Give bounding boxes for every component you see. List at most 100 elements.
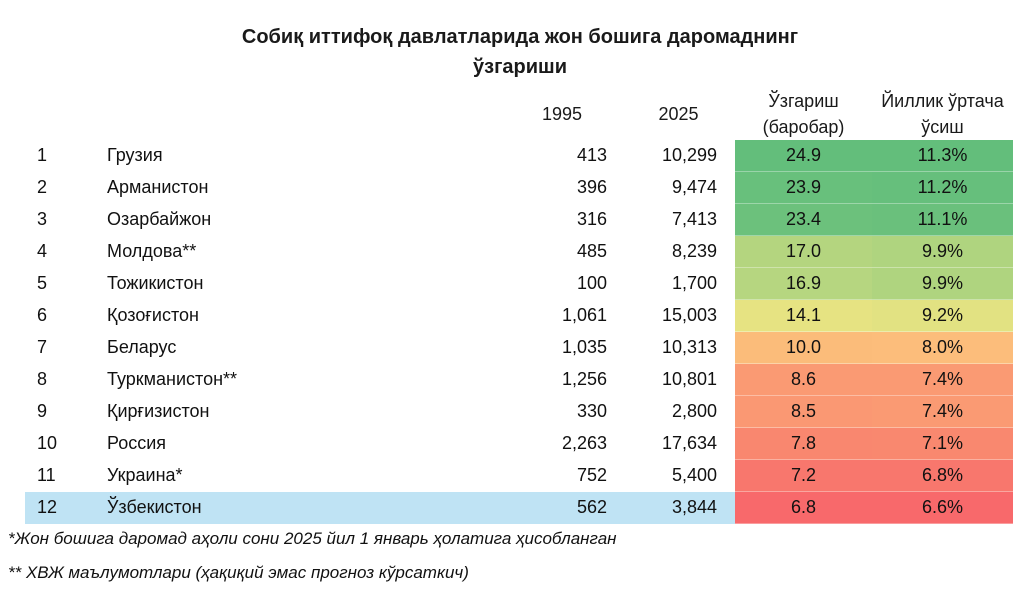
cell-1995: 752 — [576, 465, 607, 485]
header-2025: 2025 — [658, 104, 699, 124]
cell-country: Қозоғистон — [107, 305, 199, 325]
cell-2025: 8,239 — [671, 241, 717, 261]
header-1995: 1995 — [541, 104, 583, 124]
table-row: 1 Грузия 413 10,299 24.9 11.3% — [25, 140, 1013, 172]
cell-country: Грузия — [107, 145, 163, 166]
footnote-imf: ** ХВЖ маълумотлари (ҳақиқий эмас прогно… — [8, 563, 469, 582]
table-row: 8 Туркманистон** 1,256 10,801 8.6 7.4% — [25, 363, 1013, 396]
cell-change: 17.0 — [735, 235, 872, 268]
cell-rank: 4 — [37, 241, 48, 261]
table-body: 1 Грузия 413 10,299 24.9 11.3% 2 Арманистон 396 9… — [25, 140, 1013, 524]
cell-rank: 5 — [37, 273, 48, 293]
header-growth-line-2: ўсиш — [921, 117, 964, 137]
cell-1995: 316 — [576, 209, 607, 229]
cell-2025: 17,634 — [661, 433, 717, 453]
cell-change: 23.9 — [735, 171, 872, 204]
cell-growth: 7.4% — [872, 363, 1013, 396]
cell-1995: 1,256 — [561, 369, 607, 389]
cell-rank: 7 — [37, 337, 48, 357]
header-change-line-1: Ўзгариш — [768, 91, 839, 111]
cell-growth: 6.8% — [872, 459, 1013, 492]
header-country — [107, 88, 502, 140]
cell-2025: 3,844 — [622, 491, 735, 524]
cell-growth: 11.3% — [872, 140, 1013, 172]
cell-rank: 10 — [37, 433, 58, 453]
cell-change: 10.0 — [735, 331, 872, 364]
footnote-population: *Жон бошига даромад аҳоли сони 2025 йил … — [8, 529, 617, 548]
header-rank — [25, 88, 107, 140]
cell-country: Молдова** — [107, 241, 197, 261]
cell-rank: 9 — [37, 401, 48, 421]
cell-change: 16.9 — [735, 267, 872, 300]
cell-country: Ўзбекистон — [107, 491, 502, 524]
cell-change: 23.4 — [735, 203, 872, 236]
table-row: 3 Озарбайжон 316 7,413 23.4 11.1% — [25, 203, 1013, 236]
cell-change: 6.8 — [735, 491, 872, 524]
cell-1995: 1,061 — [561, 305, 607, 325]
cell-change: 8.6 — [735, 363, 872, 396]
cell-2025: 5,400 — [671, 465, 717, 485]
cell-growth: 6.6% — [872, 491, 1013, 524]
chart-title-line-2: ўзгариши — [473, 56, 567, 78]
table-row: 7 Беларус 1,035 10,313 10.0 8.0% — [25, 331, 1013, 364]
income-table: 1995 2025 Ўзгариш (баробар) Йиллик ўртач… — [25, 88, 1013, 524]
header-change: Ўзгариш (баробар) — [735, 88, 872, 140]
cell-change: 7.8 — [735, 427, 872, 460]
table-row: 12 Ўзбекистон 562 3,844 6.8 6.6% — [25, 491, 1013, 524]
cell-country: Тожикистон — [107, 273, 204, 293]
cell-2025: 10,299 — [661, 145, 717, 166]
cell-change: 7.2 — [735, 459, 872, 492]
cell-rank: 8 — [37, 369, 48, 389]
header-row: 1995 2025 Ўзгариш (баробар) Йиллик ўртач… — [25, 88, 1013, 140]
cell-1995: 330 — [576, 401, 607, 421]
cell-change: 14.1 — [735, 299, 872, 332]
cell-rank: 3 — [37, 209, 48, 229]
cell-growth: 9.9% — [872, 267, 1013, 300]
table-row: 5 Тожикистон 100 1,700 16.9 9.9% — [25, 267, 1013, 300]
cell-1995: 413 — [576, 145, 607, 166]
cell-1995: 100 — [576, 273, 607, 293]
cell-2025: 7,413 — [671, 209, 717, 229]
table-row: 11 Украина* 752 5,400 7.2 6.8% — [25, 459, 1013, 492]
cell-rank: 1 — [37, 145, 48, 166]
cell-country: Беларус — [107, 337, 177, 357]
table-row: 10 Россия 2,263 17,634 7.8 7.1% — [25, 427, 1013, 460]
cell-change: 24.9 — [735, 140, 872, 172]
cell-2025: 10,801 — [661, 369, 717, 389]
table-header: 1995 2025 Ўзгариш (баробар) Йиллик ўртач… — [25, 88, 1013, 140]
cell-country: Украина* — [107, 465, 183, 485]
cell-2025: 1,700 — [671, 273, 717, 293]
cell-2025: 10,313 — [661, 337, 717, 357]
header-growth-line-1: Йиллик ўртача — [881, 91, 1004, 111]
cell-growth: 9.2% — [872, 299, 1013, 332]
cell-growth: 8.0% — [872, 331, 1013, 364]
table-row: 9 Қирғизистон 330 2,800 8.5 7.4% — [25, 395, 1013, 428]
cell-2025: 15,003 — [661, 305, 717, 325]
table-row: 6 Қозоғистон 1,061 15,003 14.1 9.2% — [25, 299, 1013, 332]
cell-growth: 7.1% — [872, 427, 1013, 460]
cell-country: Қирғизистон — [107, 401, 210, 421]
cell-growth: 11.1% — [872, 203, 1013, 236]
header-growth: Йиллик ўртача ўсиш — [872, 88, 1013, 140]
cell-change: 8.5 — [735, 395, 872, 428]
cell-growth: 9.9% — [872, 235, 1013, 268]
cell-country: Россия — [107, 433, 167, 453]
cell-country: Озарбайжон — [107, 209, 212, 229]
cell-country: Туркманистон** — [107, 369, 238, 389]
header-change-line-2: (баробар) — [762, 117, 845, 137]
cell-rank: 11 — [37, 465, 56, 485]
cell-2025: 2,800 — [671, 401, 717, 421]
cell-1995: 562 — [502, 491, 622, 524]
cell-1995: 1,035 — [561, 337, 607, 357]
cell-rank: 6 — [37, 305, 48, 325]
table-row: 4 Молдова** 485 8,239 17.0 9.9% — [25, 235, 1013, 268]
cell-1995: 396 — [576, 177, 607, 197]
chart-title: Собиқ иттифоқ давлатларида жон бошига да… — [150, 22, 890, 82]
chart-title-line-1: Собиқ иттифоқ давлатларида жон бошига да… — [241, 26, 799, 48]
cell-rank: 2 — [37, 177, 48, 197]
cell-1995: 485 — [576, 241, 607, 261]
cell-1995: 2,263 — [561, 433, 607, 453]
cell-2025: 9,474 — [671, 177, 717, 197]
cell-growth: 7.4% — [872, 395, 1013, 428]
cell-growth: 11.2% — [872, 171, 1013, 204]
